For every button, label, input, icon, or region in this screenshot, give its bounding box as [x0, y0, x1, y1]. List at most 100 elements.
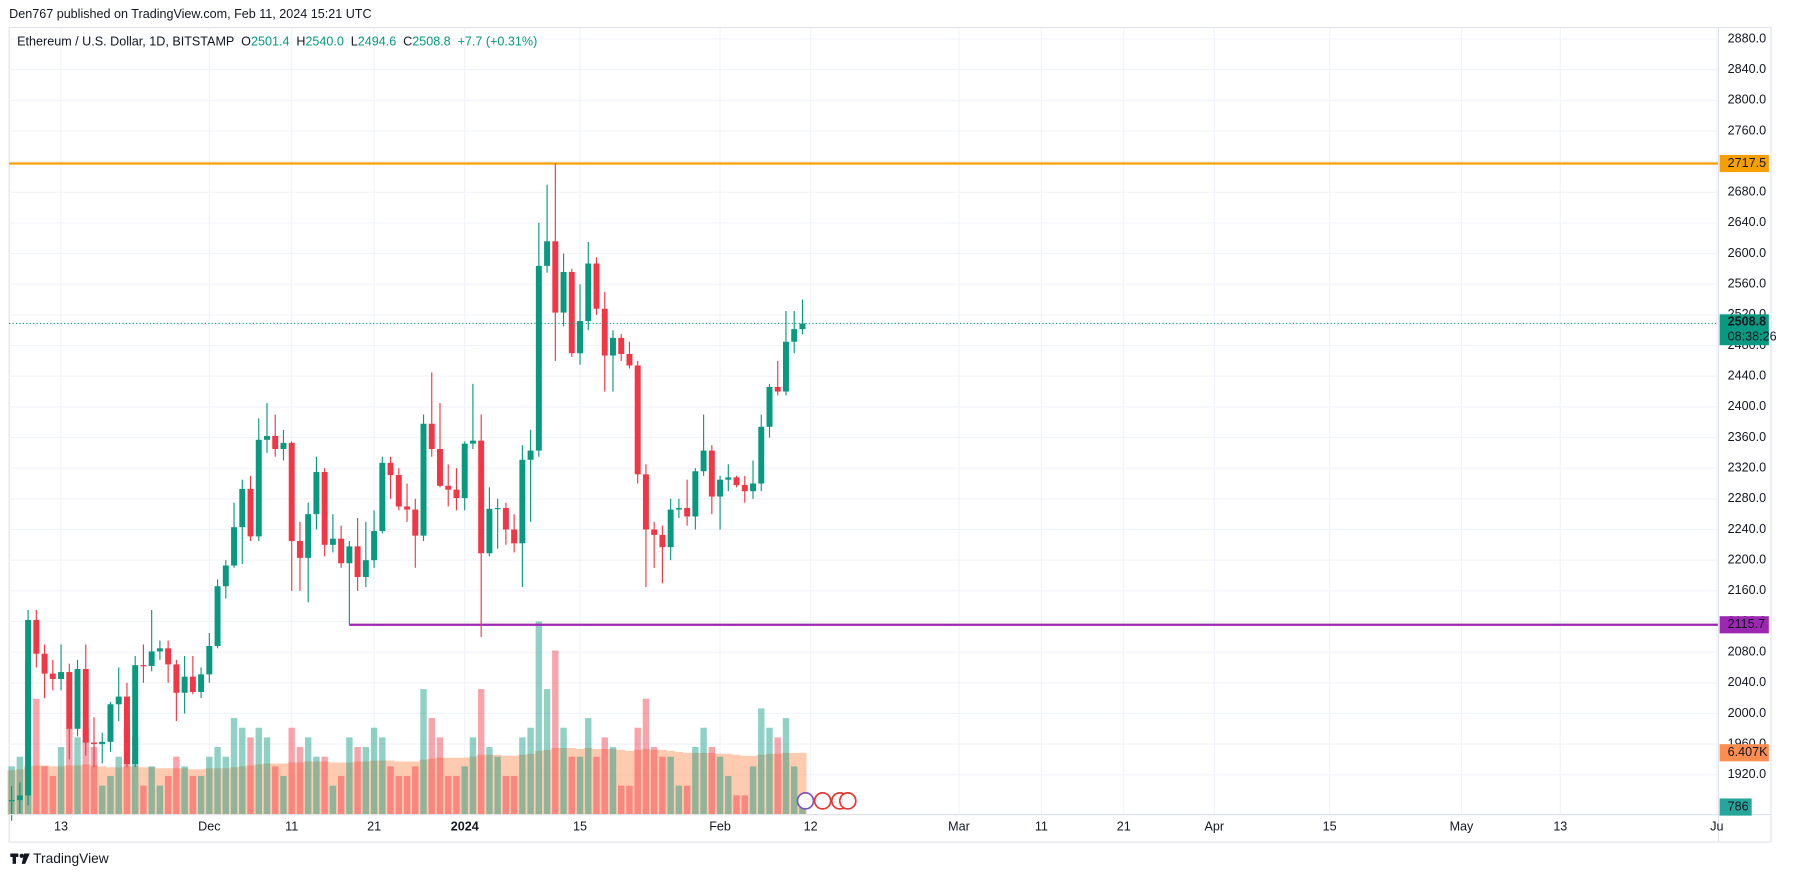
- candle-body: [346, 546, 353, 564]
- x-tick-label: 15: [1323, 820, 1337, 834]
- candle-body: [165, 648, 172, 665]
- y-tick-label: 2400.0: [1728, 399, 1766, 413]
- candle-body: [766, 386, 773, 427]
- volume-badge: [1719, 798, 1752, 816]
- x-tick-label: 11: [1035, 820, 1048, 834]
- candle-body: [115, 696, 122, 705]
- volume-bar: [519, 737, 526, 815]
- legend: Ethereum / U.S. Dollar, 1D, BITSTAMP O250…: [17, 35, 537, 49]
- y-tick-label: 2760.0: [1728, 123, 1766, 137]
- candle-body: [774, 386, 781, 392]
- volume-bar: [486, 747, 493, 815]
- volume-bar: [650, 747, 658, 815]
- candle-body: [379, 462, 386, 532]
- event-icon: [796, 792, 815, 810]
- candle-body: [511, 529, 518, 544]
- candle-body: [222, 565, 229, 587]
- volume-bar: [420, 689, 427, 815]
- candle-body: [404, 506, 411, 510]
- volume-bar: [148, 766, 155, 815]
- credit: Den767 published on TradingView.com, Feb…: [9, 7, 371, 21]
- volume-bar: [428, 718, 435, 815]
- candle-body: [338, 538, 345, 564]
- volume-bar: [82, 727, 89, 815]
- candle-body: [214, 586, 221, 647]
- volume-bar: [535, 621, 543, 815]
- x-tick-label: Mar: [948, 820, 970, 834]
- y-tick-label: 2240.0: [1728, 522, 1766, 536]
- candle-body: [132, 665, 139, 765]
- candle-body: [66, 672, 73, 729]
- volume-bar: [107, 775, 114, 815]
- volume-bar: [477, 689, 485, 815]
- volume-bar: [782, 718, 790, 815]
- volume-bar: [272, 766, 279, 815]
- x-tick-label: 21: [367, 820, 381, 834]
- candle-body: [782, 341, 789, 392]
- candle-body: [577, 321, 584, 354]
- volume-bar: [445, 775, 452, 815]
- volume-bar: [206, 756, 213, 815]
- level-badge: [1719, 154, 1769, 173]
- candle-body: [189, 676, 196, 692]
- x-tick-label: 2024: [451, 820, 479, 834]
- axes: 2880.02840.02800.02760.02720.02680.02640…: [54, 31, 1777, 833]
- volume-bar: [280, 775, 287, 815]
- volume-bar: [123, 727, 131, 815]
- x-tick-label: Apr: [1205, 820, 1225, 834]
- volume-bar: [49, 775, 57, 815]
- candle-body: [478, 440, 485, 554]
- candle-body: [33, 619, 40, 654]
- volume-bar: [57, 747, 65, 815]
- legend-value: 2540.0: [305, 35, 343, 49]
- volume-bar: [667, 756, 674, 815]
- candle-body: [296, 541, 303, 558]
- volume-bar: [296, 747, 304, 815]
- y-tick-label: 2600.0: [1728, 246, 1766, 260]
- candle-body: [626, 353, 633, 366]
- legend-key: H: [296, 35, 305, 49]
- candle-body: [527, 450, 534, 460]
- volume-bar: [412, 766, 419, 815]
- candle-body: [486, 508, 493, 554]
- x-tick-label: 13: [1553, 820, 1567, 834]
- volume-bar: [387, 766, 394, 815]
- volume-bar: [164, 775, 172, 815]
- candle-body: [585, 263, 592, 322]
- y-tick-label: 2440.0: [1728, 369, 1766, 383]
- volume-bar: [766, 727, 773, 815]
- volume-bar: [90, 747, 98, 815]
- volume-ma-label: 6.407K: [1728, 745, 1768, 759]
- candle-body: [692, 471, 699, 517]
- candle-body: [321, 472, 328, 545]
- candle-body: [239, 488, 246, 528]
- candle-body: [58, 672, 65, 679]
- candle-body: [642, 474, 649, 530]
- logo-part: [19, 853, 24, 858]
- legend-key: O: [241, 35, 251, 49]
- volume-bar: [362, 747, 370, 815]
- volume-bar: [304, 737, 312, 815]
- candle-body: [437, 449, 443, 486]
- y-tick-label: 2160.0: [1728, 583, 1766, 597]
- volume-bar: [527, 727, 534, 815]
- candle-body: [231, 527, 238, 566]
- candle-body: [618, 337, 625, 354]
- candle-body: [502, 508, 509, 530]
- volume-bar: [799, 807, 806, 815]
- legend-key: C: [403, 35, 412, 49]
- volume-bar: [156, 785, 164, 815]
- brand-logo: [10, 853, 30, 864]
- candle-body: [560, 271, 567, 313]
- volume-bar: [560, 727, 567, 815]
- candle-body: [791, 329, 798, 342]
- volume-bar: [197, 775, 205, 815]
- volume-bar: [626, 785, 633, 815]
- candle-body: [99, 741, 106, 745]
- candle-body: [305, 514, 312, 558]
- candle-body: [684, 508, 691, 517]
- candle-body: [552, 241, 559, 313]
- candle-body: [49, 673, 56, 679]
- candle-body: [453, 489, 460, 499]
- x-tick-label: 12: [804, 820, 818, 834]
